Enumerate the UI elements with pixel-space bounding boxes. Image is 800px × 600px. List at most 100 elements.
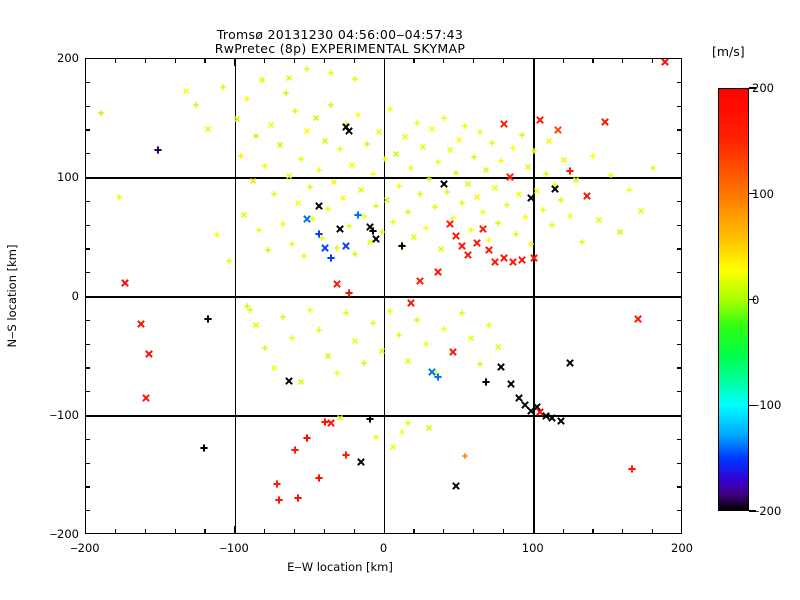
x-tick-top [174,58,176,63]
scatter-point [628,459,637,478]
scatter-plot-area[interactable] [85,58,682,534]
x-tick-bottom [383,526,385,534]
scatter-point [512,222,519,241]
y-tick-right [677,319,682,321]
scatter-point [405,411,412,430]
x-tick-bottom [502,529,505,534]
scatter-point [590,145,597,164]
scatter-point [303,120,310,139]
y-tick-left [85,224,90,226]
y-tick-right [677,343,682,345]
colorbar[interactable] [718,88,749,511]
scatter-point [447,139,454,158]
x-tick-bottom [114,529,117,534]
scatter-point [462,115,469,134]
scatter-point [452,226,461,245]
scatter-point [366,230,373,249]
scatter-point [509,136,516,155]
x-tick-top [413,58,415,63]
x-tick-top [383,58,385,66]
scatter-point [387,299,394,318]
scatter-point [327,94,334,113]
scatter-point [514,387,523,406]
scatter-point [435,151,442,170]
scatter-point [333,361,340,380]
scatter-point [306,298,313,317]
scatter-point [390,435,397,454]
scatter-point [302,209,311,228]
y-tick-right [677,129,682,131]
y-tick-right [677,486,682,488]
scatter-point [193,94,200,113]
x-tick-top [622,58,624,63]
scatter-point [480,201,487,220]
scatter-point [468,218,475,237]
scatter-point [342,113,349,132]
scatter-point [271,183,278,202]
scatter-point [485,314,492,333]
y-tick-right [677,105,682,107]
y-tick-left [85,129,90,131]
scatter-point [220,76,227,95]
scatter-point [485,228,492,247]
y-tick-left [85,391,90,393]
colorbar-tick-label: ‒200 [752,504,782,518]
gridline-horizontal [86,296,681,298]
scatter-point [428,361,437,380]
scatter-point [416,271,425,290]
scatter-point [499,114,508,133]
scatter-point [479,218,488,237]
scatter-point [368,221,377,240]
scatter-point [356,452,365,471]
scatter-point [141,387,150,406]
y-tick-left [85,296,93,298]
y-tick-right [677,438,682,440]
scatter-point [521,205,528,224]
scatter-point [465,172,472,191]
scatter-point [482,159,489,178]
scatter-point [452,476,461,495]
x-tick-top [502,58,505,63]
scatter-point [488,132,495,151]
colorbar-tick [749,404,756,406]
x-tick-bottom [234,526,236,534]
scatter-point [341,445,350,464]
y-tick-left [85,200,90,202]
scatter-point [153,140,162,159]
x-tick-top [562,58,564,63]
x-tick-bottom [204,529,206,534]
colorbar-tick-label: 0 [752,292,760,307]
chart-title: Tromsø 20131230 04:56:00‒04:57:43 RwPret… [0,28,680,56]
scatter-point [449,341,458,360]
scatter-point [297,147,304,166]
x-tick-top [293,58,296,63]
x-tick-bottom [293,529,296,534]
colorbar-gradient [718,88,749,511]
scatter-point [464,245,473,264]
scatter-point [247,298,254,317]
gridline-horizontal [86,177,681,179]
y-tick-right [674,296,682,298]
scatter-point [459,302,466,321]
y-tick-right [677,153,682,155]
y-tick-left [85,153,90,155]
scatter-point [326,247,335,266]
y-tick-left [85,343,90,345]
scatter-point [120,272,129,291]
scatter-point [638,199,645,218]
x-tick-top [204,58,206,63]
scatter-point [332,273,341,292]
x-tick-bottom [592,529,594,534]
scatter-point [205,117,212,136]
y-tick-right [677,391,682,393]
scatter-point [253,314,260,333]
scatter-point [351,67,358,86]
scatter-point [314,467,323,486]
scatter-point [547,408,556,427]
scatter-point [365,216,374,235]
scatter-point [348,153,355,172]
x-tick-label: ‒100 [219,541,249,555]
scatter-point [314,223,323,242]
scatter-point [345,215,352,234]
